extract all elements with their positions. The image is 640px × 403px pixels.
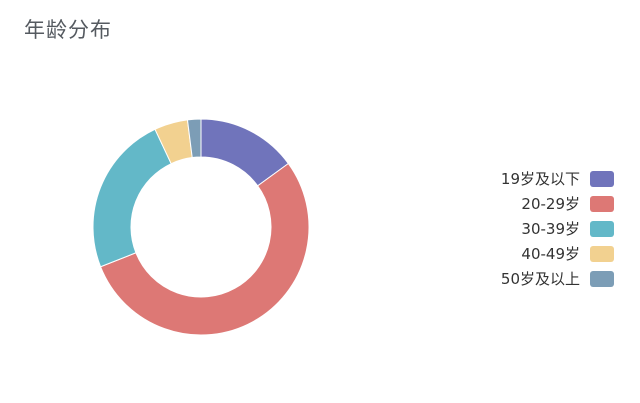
legend-item[interactable]: 20-29岁 [454, 191, 614, 216]
legend-swatch [590, 195, 614, 212]
legend-swatch [590, 245, 614, 262]
legend-item[interactable]: 19岁及以下 [454, 166, 614, 191]
legend-label: 20-29岁 [521, 195, 580, 213]
pie-slice-2[interactable] [99, 162, 310, 336]
legend-item[interactable]: 50岁及以上 [454, 266, 614, 291]
legend-label: 30-39岁 [521, 220, 580, 238]
legend-item[interactable]: 40-49岁 [454, 241, 614, 266]
legend-label: 40-49岁 [521, 245, 580, 263]
legend-swatch [590, 220, 614, 237]
pie-slice-5[interactable] [186, 118, 202, 159]
legend-item[interactable]: 30-39岁 [454, 216, 614, 241]
legend-swatch [590, 270, 614, 287]
pie-slice-3[interactable] [92, 128, 172, 268]
legend-label: 19岁及以下 [500, 170, 580, 188]
legend-label: 50岁及以上 [500, 270, 580, 288]
legend: 19岁及以下 20-29岁 30-39岁 40-49岁 50岁及以上 [454, 166, 614, 291]
chart-title: 年龄分布 [24, 18, 112, 42]
legend-swatch [590, 170, 614, 187]
